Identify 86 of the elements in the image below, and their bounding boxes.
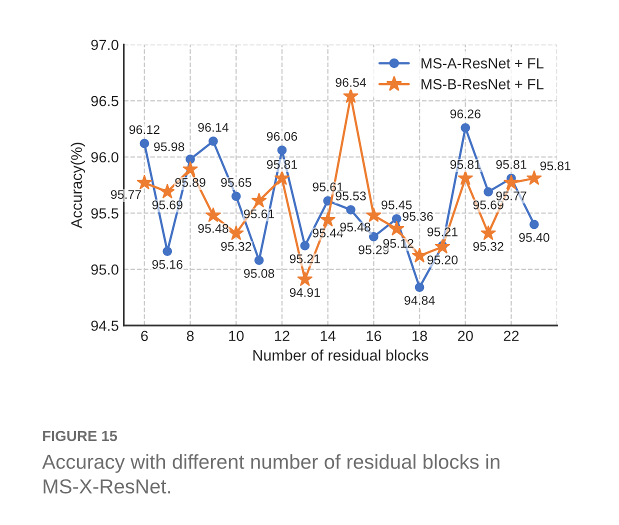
point [228,225,244,240]
data-label: 95.45 [382,200,412,210]
x-tick-label: 16 [366,330,382,342]
point [458,170,474,186]
point [503,174,520,190]
data-label: 95.65 [221,178,252,187]
point [251,192,267,208]
data-label: 95.20 [427,256,458,264]
x-tick-label: 20 [458,330,473,342]
data-label: 95.32 [221,242,252,251]
point [529,220,539,230]
data-label: 95.53 [336,192,366,200]
point [277,146,287,155]
point [274,170,290,186]
data-label: 95.61 [244,209,274,218]
x-axis-title: Number of residual blocks [253,350,428,361]
y-axis-title: Accuracy(%) [70,142,86,228]
text: Accuracy with different number of residual blocks in MS-X-ResNet. [42,454,500,494]
x-tick-label: 10 [229,330,244,342]
point [392,214,402,224]
point [369,232,378,242]
data-label: 95.81 [496,160,526,169]
x-tick-label: 14 [320,330,336,341]
x-tick-label: 6 [141,330,148,342]
point [388,220,404,236]
caption: FIGURE 15 [43,430,118,442]
y-tick-label: 96.5 [91,96,118,106]
point [254,256,264,266]
data-label: 95.48 [198,224,228,233]
point [484,187,494,196]
point [300,241,310,250]
data-label: 95.69 [152,200,182,210]
point [136,174,152,190]
point [346,205,356,214]
data-label: 95.40 [519,233,550,242]
y-tick-label: 97.0 [91,40,118,50]
point [140,138,150,148]
point [480,225,496,240]
data-label: 96.14 [198,122,228,132]
x-tick-label: 8 [186,330,194,342]
point [162,246,172,256]
data-label: 95.16 [152,260,182,269]
y-tick-label: 95.0 [91,264,118,275]
x-tick-label: 12 [274,330,290,341]
data-label: 95.89 [175,178,206,187]
point [460,123,470,132]
data-label: 95.21 [290,254,320,264]
data-label: 95.32 [473,242,504,251]
point [414,282,424,292]
data-label: 95.98 [154,142,184,152]
point [366,207,382,222]
point [208,136,218,146]
data-label: 95.08 [244,269,274,278]
data-label: 95.81 [540,161,570,170]
point [342,88,359,104]
data-label: 95.61 [312,182,343,192]
data-label: 95.21 [427,227,458,236]
point [186,154,195,164]
point [231,192,241,201]
data-label: 96.26 [450,109,480,118]
point [160,184,176,199]
x-tick-label: 22 [504,330,519,341]
point [320,212,336,227]
legend-label: MS-A-ResNet + FL [422,58,544,68]
y-tick-label: 96.0 [91,152,118,162]
y-tick-label: 94.5 [91,320,118,331]
legend-label: MS-B-ResNet + FL [422,79,544,90]
data-label: 96.54 [336,78,366,87]
data-label: 95.81 [450,160,480,169]
data-label: 95.77 [110,190,142,199]
point [412,248,428,263]
data-label: 95.69 [473,200,504,210]
data-label: 95.77 [496,191,526,200]
x-tick-label: 18 [412,330,428,342]
data-label: 94.91 [290,288,320,297]
point [434,238,450,254]
point [526,170,542,186]
point [297,271,313,286]
data-label: 96.06 [266,132,298,141]
data-label: 94.84 [404,296,435,305]
y-tick-label: 95.5 [91,208,118,219]
data-label: 95.36 [402,212,433,221]
data-label: 95.81 [266,160,298,169]
point [205,207,221,222]
point [182,161,198,176]
data-label: 96.12 [129,125,160,134]
